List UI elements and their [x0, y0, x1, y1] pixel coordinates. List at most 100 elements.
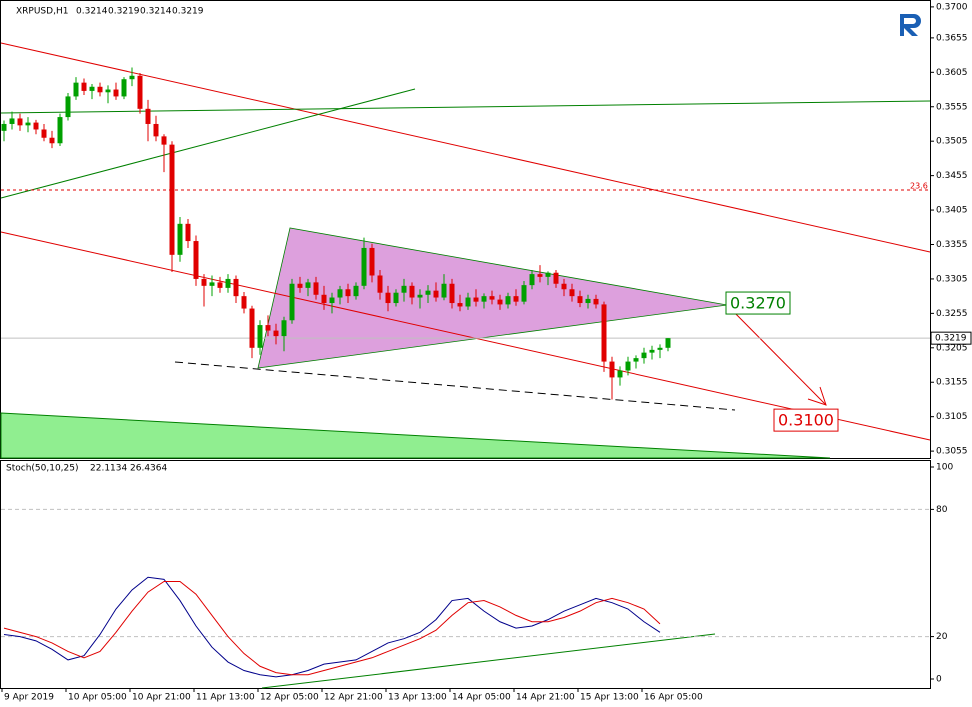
candle-body: [185, 223, 191, 242]
candle-body: [633, 358, 639, 362]
candle-body: [393, 292, 399, 304]
candle-body: [161, 136, 167, 145]
stoch-line: [3, 576, 661, 678]
candle-body: [105, 89, 111, 93]
candle-body: [473, 297, 479, 302]
candle-body: [241, 296, 247, 309]
ohlc-value: 0.3214: [76, 7, 108, 17]
main-frame: [0, 0, 931, 459]
x-tick-label: 14 Apr 21:00: [516, 693, 575, 703]
candle-body: [177, 223, 183, 255]
level-label: 0.3100: [778, 411, 834, 430]
candle-body: [545, 272, 551, 277]
y-tick-label: 0.3605: [936, 68, 968, 78]
candle-body: [169, 144, 175, 255]
symbol: XRPUSD,H1: [16, 7, 68, 17]
candle-body: [121, 79, 127, 97]
stoch-trend-line: [261, 633, 716, 689]
candle-body: [601, 304, 607, 362]
candle-body: [25, 122, 31, 126]
candle-body: [585, 298, 591, 304]
y-tick-label: 0.3700: [936, 2, 968, 12]
candle-body: [513, 296, 519, 302]
candle-body: [9, 118, 15, 124]
candle-body: [193, 241, 199, 279]
stoch-frame: [0, 460, 931, 689]
candle-body: [129, 75, 135, 80]
candle-body: [305, 282, 311, 288]
stoch-value: 26.4364: [130, 464, 167, 474]
fibo-label: 23.6: [910, 182, 928, 191]
y-tick-label: 0.3205: [936, 343, 968, 353]
candle-body: [401, 285, 407, 293]
candle-body: [33, 122, 39, 130]
y-tick-label: 0.3505: [936, 137, 968, 147]
candle-body: [593, 298, 599, 305]
candle-body: [617, 370, 623, 378]
candle-body: [417, 294, 423, 298]
candle-body: [577, 296, 583, 304]
y-tick-label: 0.3355: [936, 240, 968, 250]
candle-body: [65, 96, 71, 118]
candle-body: [1, 123, 7, 131]
candle-body: [201, 278, 207, 286]
candle-body: [561, 283, 567, 290]
x-tick-label: 12 Apr 21:00: [324, 693, 383, 703]
candle-body: [505, 296, 511, 305]
candle-body: [465, 297, 471, 307]
x-tick-label: 10 Apr 05:00: [68, 693, 127, 703]
candle-body: [97, 86, 103, 93]
candle-body: [369, 247, 375, 276]
arrow-head: [807, 386, 827, 406]
stoch-title: Stoch(50,10,25): [6, 464, 79, 474]
candle-body: [377, 275, 383, 293]
stoch-line: [3, 580, 661, 676]
candle-body: [137, 75, 143, 109]
candle-body: [113, 89, 119, 97]
candle-body: [57, 117, 63, 144]
candle-body: [297, 283, 303, 288]
candle-body: [313, 282, 319, 295]
candle-body: [433, 290, 439, 298]
candle-body: [209, 282, 215, 286]
ohlc-value: 0.3219: [108, 7, 140, 17]
last-price-label: 0.3219: [935, 334, 967, 344]
candle-body: [609, 361, 615, 378]
x-tick-label: 14 Apr 05:00: [452, 693, 511, 703]
candle-body: [273, 330, 279, 337]
y-tick-label: 80: [936, 505, 948, 515]
level-box: [725, 291, 791, 315]
trend-line: [0, 88, 416, 199]
candle-body: [337, 289, 343, 298]
candle-body: [249, 308, 255, 348]
candle-body: [73, 82, 79, 97]
y-tick-label: 100: [936, 462, 953, 472]
ohlc-value: 0.3214: [140, 7, 172, 17]
y-tick-label: 0.3455: [936, 171, 968, 181]
candle-body: [521, 285, 527, 302]
x-tick-label: 11 Apr 13:00: [196, 693, 255, 703]
candle-body: [625, 361, 631, 371]
candle-body: [345, 289, 351, 297]
candle-body: [657, 347, 663, 350]
support-line: [174, 361, 736, 411]
y-tick-label: 0.3305: [936, 274, 968, 284]
candle-body: [321, 294, 327, 304]
candle-body: [225, 278, 231, 288]
candle-body: [441, 283, 447, 298]
ohlc-value: 0.3219: [172, 7, 204, 17]
candle-body: [41, 129, 47, 138]
candle-body: [649, 349, 655, 353]
candle-body: [81, 82, 87, 91]
candle-body: [289, 283, 295, 321]
arrow: [726, 304, 827, 406]
candle-body: [353, 285, 359, 297]
x-tick-label: 9 Apr 2019: [4, 693, 54, 703]
candle-body: [257, 325, 263, 348]
y-tick-label: 0.3555: [936, 102, 968, 112]
candle-body: [489, 296, 495, 300]
candle-body: [409, 285, 415, 298]
y-tick-label: 0.3055: [936, 447, 968, 457]
candle-body: [265, 325, 271, 331]
